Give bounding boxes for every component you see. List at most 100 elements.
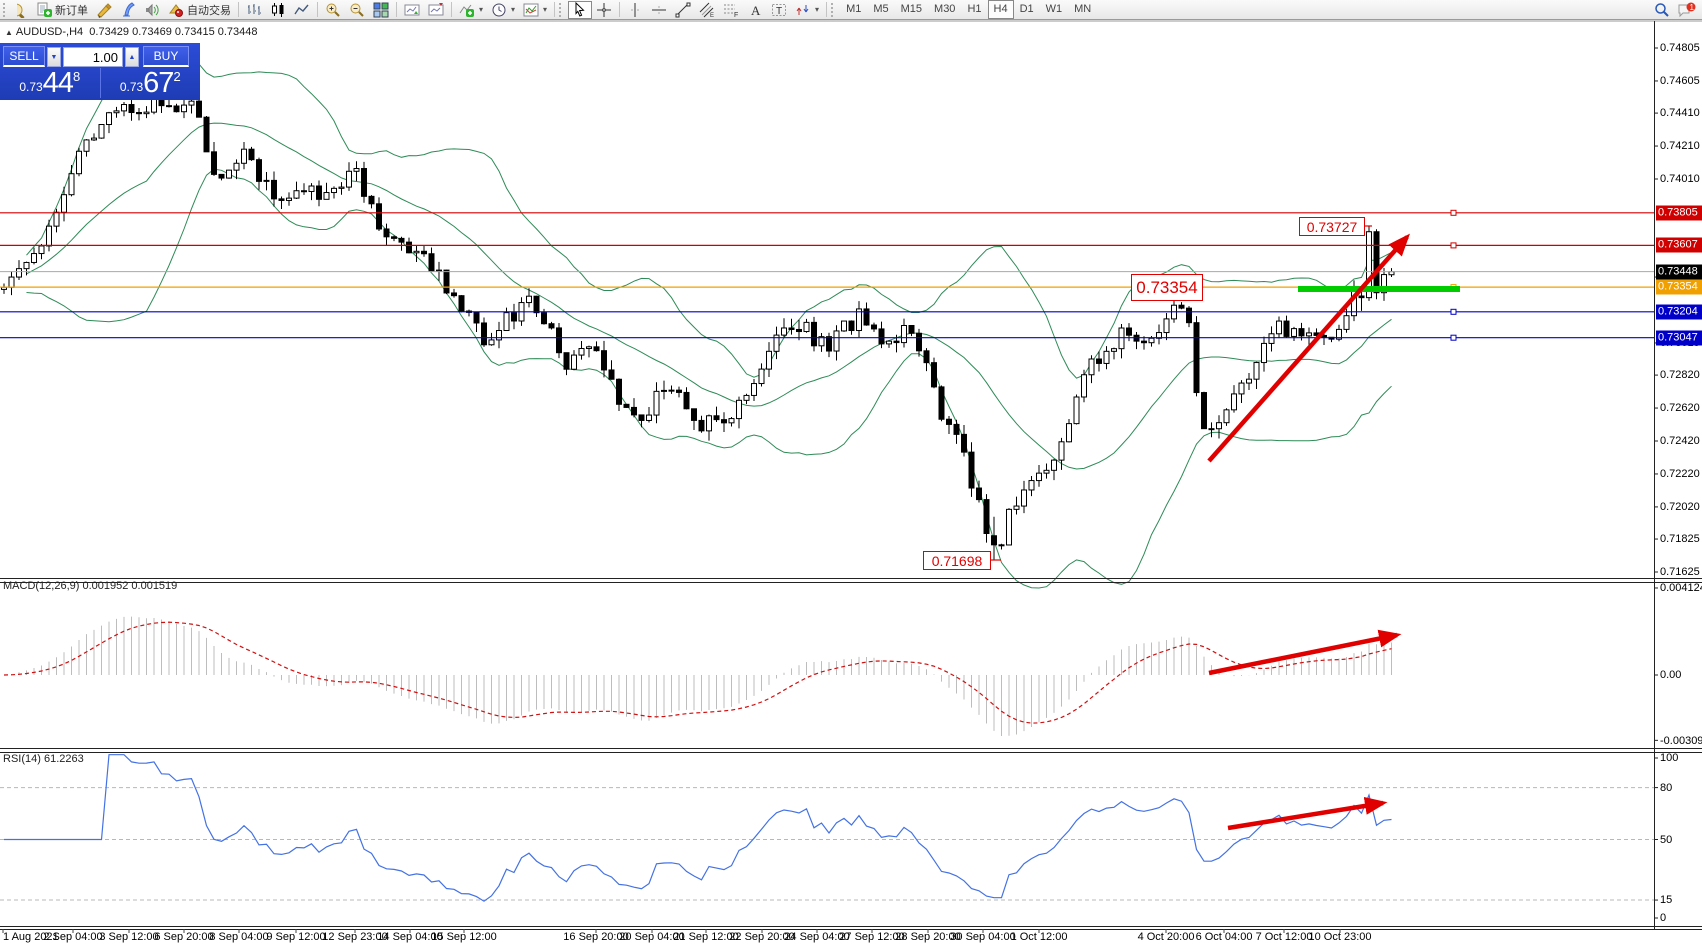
time-axis-label: 20 Sep 04:00 — [619, 931, 685, 943]
green-highlight-segment[interactable] — [1298, 286, 1460, 292]
crosshair-button[interactable] — [592, 1, 616, 19]
time-axis-label: 1 Oct 12:00 — [1010, 931, 1068, 943]
annotation-price-label-high[interactable]: 0.73727 — [1299, 217, 1365, 236]
fibonacci-button[interactable]: F — [719, 1, 743, 19]
time-axis-label: 8 Sep 04:00 — [209, 931, 269, 943]
timeframe-m30[interactable]: M30 — [934, 3, 956, 15]
timeframe-w1[interactable]: W1 — [1045, 3, 1063, 15]
chevron-down-icon: ▾ — [543, 5, 548, 14]
tile-icon — [373, 2, 389, 18]
one-click-trading-panel: SELL ▼ 1.00 ▲ BUY 0.73 44 8 0.73 67 2 — [0, 43, 200, 100]
script-icon — [120, 1, 136, 18]
tile-windows-button[interactable] — [369, 1, 393, 19]
vertical-line-button[interactable] — [623, 1, 647, 19]
toolbar-separator — [396, 2, 397, 17]
auto-scroll-button[interactable] — [400, 1, 424, 19]
level-handle[interactable] — [1450, 242, 1457, 249]
buy-button[interactable]: BUY — [143, 46, 189, 67]
trend-arrow-macd[interactable] — [1208, 629, 1402, 676]
crosshair-icon — [596, 2, 612, 18]
line-chart-button[interactable] — [290, 1, 314, 19]
label-button[interactable]: T — [767, 1, 791, 19]
timeframe-d1[interactable]: D1 — [1019, 3, 1034, 15]
bollinger-middle — [26, 122, 1392, 470]
time-axis-label: 7 Oct 12:00 — [1255, 931, 1313, 943]
search-button[interactable] — [1650, 1, 1674, 19]
timeframe-m5[interactable]: M5 — [873, 3, 889, 15]
timeframe-m15[interactable]: M15 — [900, 3, 923, 15]
clipped-icon[interactable] — [12, 1, 32, 19]
autotrading-button-label: 自动交易 — [187, 4, 231, 17]
trend-arrow-main[interactable] — [1207, 233, 1410, 463]
zoom-out-icon — [349, 2, 365, 18]
cursor-button[interactable] — [568, 0, 593, 19]
time-axis-label: 28 Sep 20:00 — [895, 931, 961, 943]
sell-price[interactable]: 0.73 44 8 — [0, 68, 101, 98]
clipped-icon — [17, 2, 27, 18]
symbol-expand-icon[interactable]: ▲ — [5, 28, 13, 37]
timeframe-h1[interactable]: H1 — [967, 3, 982, 15]
timeframe-h4[interactable]: H4 — [987, 0, 1014, 19]
sell-button[interactable]: SELL — [3, 46, 45, 67]
time-axis-label: 3 Sep 12:00 — [99, 931, 159, 943]
volume-up-button[interactable]: ▲ — [125, 46, 139, 67]
volume-down-button[interactable]: ▼ — [47, 46, 61, 67]
candlestick-button[interactable] — [266, 1, 290, 19]
scripts-button[interactable] — [116, 1, 140, 19]
trend-arrows[interactable] — [991, 225, 1410, 831]
chart-shift-button[interactable] — [424, 1, 448, 19]
text-button[interactable]: A — [743, 1, 767, 19]
timeframe-m1[interactable]: M1 — [846, 3, 862, 15]
volume-input[interactable]: 1.00 — [63, 46, 123, 67]
level-handle[interactable] — [1450, 308, 1457, 315]
chevron-down-icon: ▾ — [479, 5, 484, 14]
buy-price-big: 67 — [143, 67, 174, 99]
panel-frames — [0, 20, 1702, 933]
sell-price-pip: 8 — [72, 69, 81, 84]
clock-icon — [491, 2, 507, 18]
template-icon — [523, 2, 539, 18]
signal-icon — [144, 2, 160, 18]
time-axis-label: 24 Sep 04:00 — [784, 931, 850, 943]
toolbar-grip — [831, 2, 837, 17]
toolbar-grip — [559, 2, 565, 17]
bar-chart-button[interactable] — [242, 1, 266, 19]
zoom-in-button[interactable] — [321, 1, 345, 19]
notifications-button[interactable]: 1 — [1674, 1, 1700, 19]
trade-panel-controls: SELL ▼ 1.00 ▲ BUY — [0, 43, 200, 68]
rsi-line — [4, 754, 1392, 902]
channel-icon: E — [699, 2, 715, 18]
periods-button[interactable]: ▾ — [487, 1, 519, 19]
arrows-button[interactable]: ▾ — [791, 1, 823, 19]
macd-indicator — [3, 616, 1392, 737]
level-handle[interactable] — [1450, 334, 1457, 341]
toolbar-separator — [451, 2, 452, 17]
time-axis-label: 27 Sep 12:00 — [839, 931, 905, 943]
candles-icon — [270, 2, 286, 18]
symbol-name: AUDUSD-,H4 — [15, 26, 84, 38]
annotation-price-label-mid[interactable]: 0.73354 — [1131, 274, 1203, 301]
buy-price[interactable]: 0.73 67 2 — [101, 68, 201, 98]
zoom-out-button[interactable] — [345, 1, 369, 19]
new-order-button[interactable]: 新订单 — [32, 1, 92, 19]
annotation-price-label-low[interactable]: 0.71698 — [923, 551, 991, 570]
level-handle[interactable] — [1450, 209, 1457, 216]
horizontal-line-button[interactable] — [647, 1, 671, 19]
indicators-button[interactable]: ▾ — [455, 1, 487, 19]
text-t-icon: T — [771, 2, 787, 18]
trend-arrow-rsi[interactable] — [1227, 796, 1388, 831]
trendline-button[interactable] — [671, 1, 695, 19]
horizontal-level-lines[interactable] — [0, 209, 1654, 341]
zoom-in-icon — [325, 2, 341, 18]
templates-button[interactable]: ▾ — [519, 1, 551, 19]
svg-text:T: T — [776, 6, 782, 17]
signals-button[interactable] — [140, 1, 164, 19]
styles-button[interactable] — [92, 1, 116, 19]
channel-button[interactable]: E — [695, 1, 719, 19]
sell-price-big: 44 — [42, 67, 74, 99]
time-axis-label: 6 Sep 20:00 — [154, 931, 214, 943]
time-axis-label: 16 Sep 20:00 — [563, 931, 629, 943]
autotrading-button[interactable]: 自动交易 — [164, 1, 235, 19]
time-axis-label: 15 Sep 12:00 — [431, 931, 497, 943]
timeframe-mn[interactable]: MN — [1074, 3, 1092, 15]
